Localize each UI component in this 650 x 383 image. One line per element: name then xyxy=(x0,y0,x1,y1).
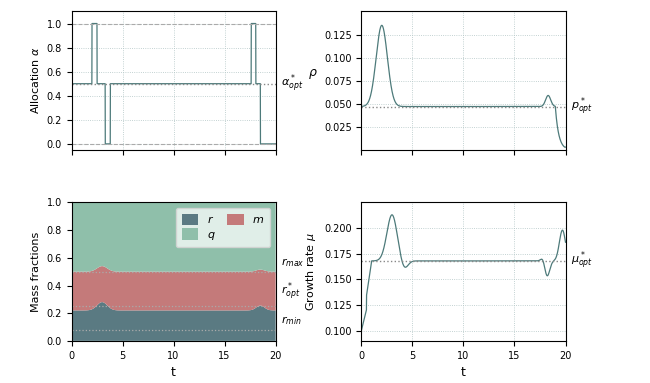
Text: $\alpha^*_{opt}$: $\alpha^*_{opt}$ xyxy=(281,73,304,95)
X-axis label: t: t xyxy=(461,366,466,379)
Y-axis label: $\rho$: $\rho$ xyxy=(308,67,318,81)
Y-axis label: Allocation $\alpha$: Allocation $\alpha$ xyxy=(29,47,41,115)
Y-axis label: Mass fractions: Mass fractions xyxy=(31,232,41,312)
X-axis label: t: t xyxy=(171,366,176,379)
Text: $r_{max}$: $r_{max}$ xyxy=(281,256,305,269)
Text: $r^*_{opt}$: $r^*_{opt}$ xyxy=(281,281,301,303)
Text: $p^*_{opt}$: $p^*_{opt}$ xyxy=(571,95,593,118)
Text: $\mu^*_{opt}$: $\mu^*_{opt}$ xyxy=(571,250,593,272)
Legend: $r$, $q$, $m$: $r$, $q$, $m$ xyxy=(176,208,270,247)
Y-axis label: Growth rate $\mu$: Growth rate $\mu$ xyxy=(304,232,318,311)
Text: $r_{min}$: $r_{min}$ xyxy=(281,314,302,327)
